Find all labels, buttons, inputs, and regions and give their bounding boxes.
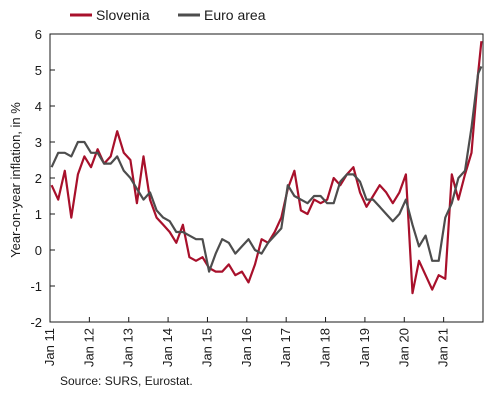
y-tick-label: 6	[35, 27, 42, 42]
y-tick-label: -1	[30, 279, 42, 294]
y-tick-label: 4	[35, 99, 42, 114]
x-tick-label: Jan 11	[42, 328, 57, 366]
x-tick-label: Jan 18	[318, 328, 333, 367]
y-tick-label: 0	[35, 243, 42, 258]
x-tick-label: Jan 21	[436, 328, 451, 367]
series-line-euro-area	[50, 65, 483, 273]
y-tick-label: 3	[35, 135, 42, 150]
series-line-slovenia	[50, 41, 483, 295]
x-tick-label: Jan 13	[121, 328, 136, 367]
x-tick-label: Jan 14	[160, 328, 175, 367]
legend-label: Slovenia	[96, 7, 150, 23]
y-axis-ticks: -2 -1 0 1 2 3 4 5 6	[30, 27, 55, 330]
x-tick-label: Jan 19	[357, 328, 372, 367]
x-axis-ticks: Jan 11 Jan 12 Jan 13 Jan 14 Jan 15 Jan 16 Jan …	[42, 317, 451, 367]
y-tick-label: 1	[35, 207, 42, 222]
plot-frame	[49, 33, 484, 323]
y-axis-title: Year-on-year inflation, in %	[8, 102, 23, 258]
y-tick-label: 5	[35, 63, 42, 78]
y-tick-label: 2	[35, 171, 42, 186]
chart-legend: Slovenia Euro area	[70, 7, 266, 23]
x-tick-label: Jan 16	[239, 328, 254, 367]
x-tick-label: Jan 12	[81, 328, 96, 367]
x-tick-label: Jan 20	[396, 328, 411, 367]
x-tick-label: Jan 15	[199, 328, 214, 367]
source-note: Source: SURS, Eurostat.	[60, 374, 193, 388]
x-tick-label: Jan 17	[278, 328, 293, 367]
legend-label: Euro area	[204, 7, 266, 23]
y-axis-title-group: Year-on-year inflation, in %	[8, 102, 23, 258]
y-tick-label: -2	[30, 315, 42, 330]
series-lines	[50, 41, 483, 295]
